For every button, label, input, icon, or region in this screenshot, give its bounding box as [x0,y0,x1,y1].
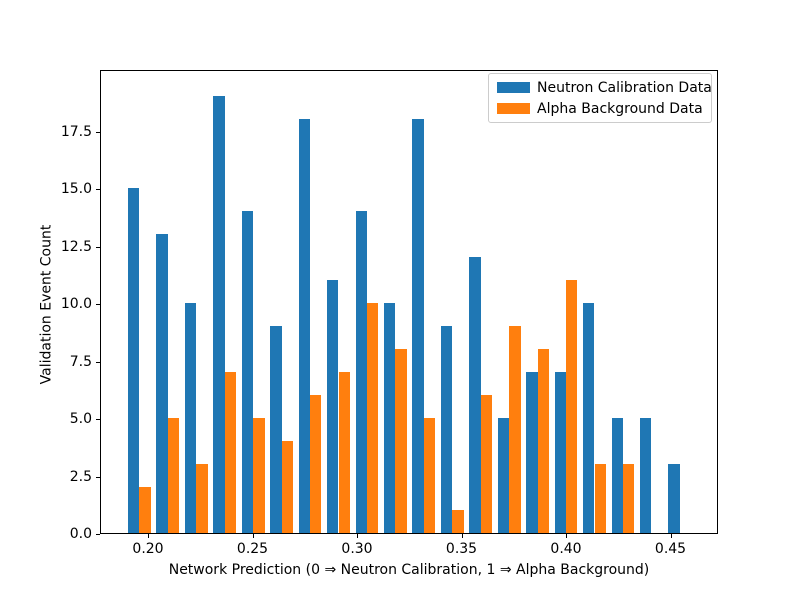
neutron-bar-14 [526,372,538,533]
neutron-bar-15 [554,372,567,533]
neutron-bar-8 [355,211,367,533]
legend: Neutron Calibration Data Alpha Backgroun… [488,73,712,123]
legend-entry-neutron: Neutron Calibration Data [497,79,712,96]
alpha-bar-15 [566,280,578,533]
legend-label-alpha: Alpha Background Data [537,100,703,117]
y-tick-label-10.0: 10.0 [60,296,92,312]
neutron-bar-7 [327,280,339,533]
neutron-bar-0 [127,188,140,533]
alpha-bar-5 [281,441,294,533]
x-tick-label-0.45: 0.45 [654,541,687,557]
neutron-bar-4 [241,211,254,533]
neutron-bar-13 [497,418,510,533]
neutron-bar-9 [384,303,396,533]
neutron-bar-17 [611,418,623,533]
alpha-bar-9 [395,349,407,533]
legend-swatch-neutron-icon [497,82,530,93]
neutron-bar-16 [583,303,595,533]
neutron-bar-18 [640,418,652,533]
y-tick-label-7.5: 7.5 [69,353,92,370]
x-tick-label-0.30: 0.30 [341,541,373,557]
x-tick-0.35 [461,534,463,538]
alpha-bar-12 [480,395,493,533]
y-tick-label-15.0: 15.0 [60,181,92,197]
neutron-bar-2 [184,303,197,533]
y-tick-label-2.5: 2.5 [69,468,92,485]
y-tick-15.0 [96,189,100,190]
x-tick-label-0.20: 0.20 [132,541,164,557]
neutron-bar-11 [440,326,453,533]
legend-swatch-alpha-icon [497,103,530,114]
x-tick-0.40 [566,534,567,538]
y-tick-0.0 [96,534,100,535]
alpha-bar-16 [594,464,606,533]
x-tick-0.20 [148,534,149,538]
x-tick-0.45 [670,534,672,538]
alpha-bar-2 [196,464,208,533]
y-tick-2.5 [96,476,100,478]
neutron-bar-10 [412,119,424,533]
alpha-bar-1 [167,418,180,533]
y-tick-12.5 [96,246,100,248]
legend-entry-alpha: Alpha Background Data [497,101,711,117]
neutron-bar-19 [668,464,680,533]
plot-area [100,70,718,534]
x-tick-label-0.40: 0.40 [550,541,582,557]
alpha-bar-13 [509,326,521,533]
y-tick-7.5 [96,361,100,363]
x-tick-0.25 [252,534,254,538]
y-tick-label-12.5: 12.5 [60,238,92,255]
y-tick-5.0 [96,419,100,420]
alpha-bar-17 [623,464,635,533]
x-tick-0.30 [357,534,358,538]
neutron-bar-12 [469,257,481,533]
y-tick-17.5 [96,131,100,133]
alpha-bar-8 [366,303,379,533]
alpha-bar-0 [139,487,151,533]
neutron-bar-5 [270,326,282,533]
x-tick-label-0.25: 0.25 [236,541,269,557]
x-axis-label: Network Prediction (0 ⇒ Neutron Calibrat… [168,562,650,578]
neutron-bar-1 [156,234,168,533]
x-tick-label-0.35: 0.35 [445,541,478,557]
alpha-bar-11 [452,510,464,533]
y-tick-label-5.0: 5.0 [69,411,92,427]
y-tick-label-0.0: 0.0 [69,526,92,542]
alpha-bar-6 [310,395,322,533]
y-tick-label-17.5: 17.5 [60,123,92,140]
neutron-bar-6 [298,119,311,533]
alpha-bar-7 [338,372,350,533]
alpha-bar-14 [537,349,550,533]
alpha-bar-10 [423,418,436,533]
alpha-bar-4 [253,418,265,533]
y-tick-10.0 [96,304,100,305]
neutron-bar-3 [213,96,225,533]
legend-label-neutron: Neutron Calibration Data [537,79,712,96]
alpha-bar-3 [224,372,237,533]
